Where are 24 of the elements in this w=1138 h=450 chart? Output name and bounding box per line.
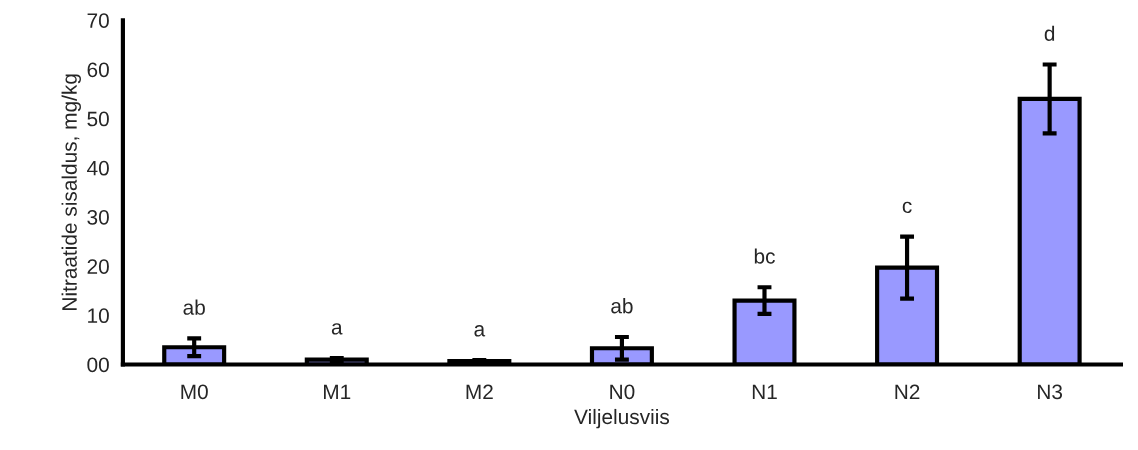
y-tick-label: 10 — [88, 308, 109, 324]
annotation: d — [1044, 25, 1055, 41]
x-tick-label: N3 — [1038, 384, 1063, 400]
y-tick-label: 20 — [87, 259, 109, 274]
x-tick-label: M2 — [466, 384, 493, 400]
y-tick-label: 60 — [87, 62, 109, 78]
x-tick-label: M1 — [324, 384, 351, 400]
annotation: a — [331, 323, 343, 335]
annotation: a — [474, 325, 486, 337]
x-tick-label: N1 — [752, 384, 777, 400]
annotation: ab — [183, 299, 205, 315]
x-axis-title: Viljelusviis — [574, 408, 670, 429]
y-axis-title: Nitraatide sisaldus, mg/kg — [61, 74, 81, 310]
y-tick-label: 50 — [87, 111, 109, 127]
y-tick-label: 70 — [87, 13, 109, 28]
annotation: c — [902, 201, 912, 214]
x-tick-label: N0 — [610, 384, 635, 400]
annotation: ab — [611, 298, 633, 314]
x-tick-label: M0 — [181, 384, 208, 400]
x-tick-label: N2 — [895, 384, 920, 400]
annotation: bc — [754, 248, 775, 264]
y-tick-label: 40 — [87, 160, 109, 176]
y-tick-label: 30 — [87, 209, 109, 225]
y-tick-label: 00 — [87, 357, 109, 373]
